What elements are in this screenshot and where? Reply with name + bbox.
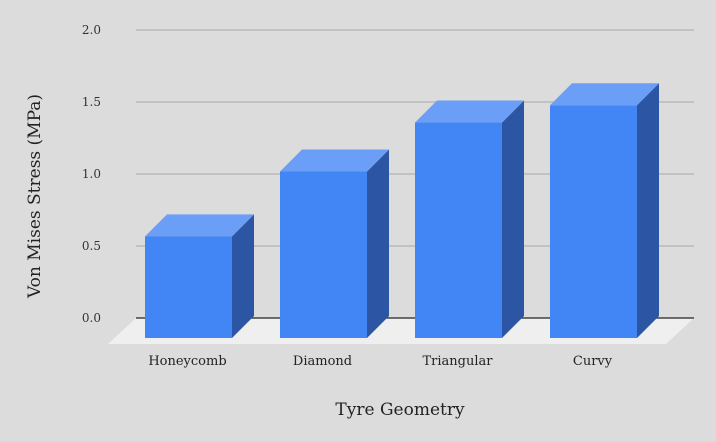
bar-top-face: [280, 149, 389, 172]
bar-top-face: [550, 83, 659, 106]
x-tick-label: Triangular: [423, 354, 494, 369]
x-axis-ticks: Honeycomb Diamond Triangular Curvy: [148, 354, 612, 369]
bar-honeycomb: [145, 214, 254, 338]
x-tick-label: Honeycomb: [148, 354, 226, 369]
x-tick-label: Diamond: [293, 354, 352, 369]
y-axis-title: Von Mises Stress (MPa): [25, 94, 45, 299]
y-tick-label: 1.5: [82, 95, 101, 109]
bar-top-face: [415, 100, 524, 123]
y-tick-label: 0.5: [82, 239, 101, 253]
y-tick-label: 1.0: [82, 167, 101, 181]
bar-diamond: [280, 149, 389, 338]
bar-front-face: [280, 171, 367, 338]
y-tick-label: 2.0: [82, 23, 101, 37]
bars: [145, 83, 659, 338]
bar-side-face: [367, 149, 389, 338]
bar-side-face: [502, 100, 524, 338]
y-tick-label: 0.0: [82, 311, 101, 325]
bar-side-face: [637, 83, 659, 338]
chart-floor: [108, 318, 694, 344]
x-tick-label: Curvy: [573, 354, 613, 369]
y-axis-ticks: 0.0 0.5 1.0 1.5 2.0: [82, 23, 101, 325]
bar-side-face: [232, 214, 254, 338]
bar-front-face: [145, 236, 232, 338]
bar-front-face: [550, 105, 637, 338]
bar-front-face: [415, 122, 502, 338]
bar-triangular: [415, 100, 524, 338]
bar-top-face: [145, 214, 254, 237]
bar-curvy: [550, 83, 659, 338]
x-axis-title: Tyre Geometry: [335, 400, 465, 420]
